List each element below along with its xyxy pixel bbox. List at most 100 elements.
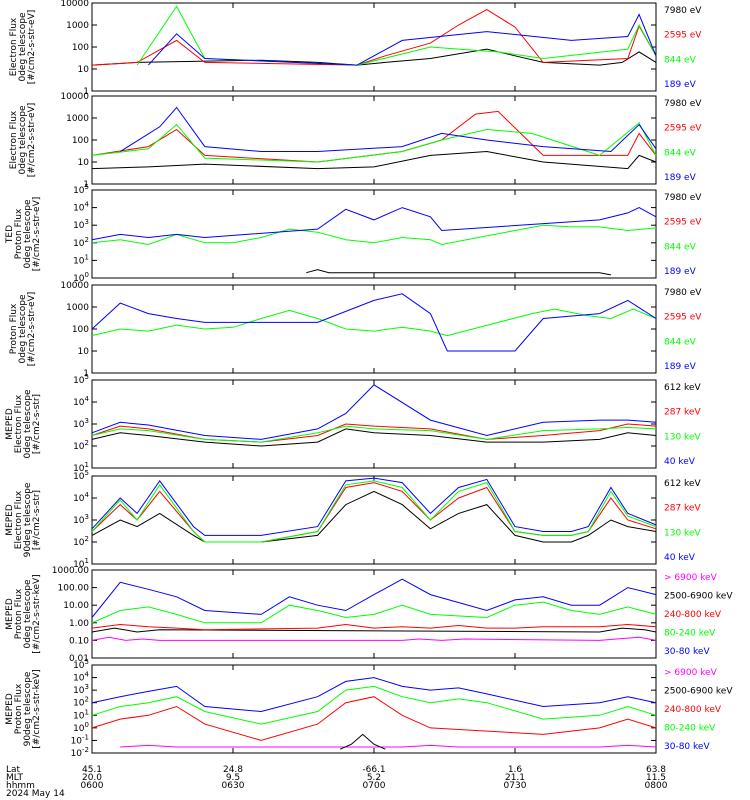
y-tick-label: 10 (78, 347, 90, 357)
panel-frame (91, 379, 657, 469)
series-line (136, 5, 657, 66)
y-tick-label: 104 (73, 395, 89, 408)
y-tick-label: 100 (72, 136, 89, 146)
panel-frame (91, 95, 657, 185)
y-tick-label: 102 (73, 439, 89, 452)
y-axis-label: 0deg telescope (23, 199, 33, 269)
y-tick-label: 102 (73, 236, 89, 249)
y-tick-label: 10000 (60, 281, 89, 291)
date-label: 2024 May 14 (6, 789, 65, 799)
series-line (91, 122, 657, 163)
footer-lat-value: 24.8 (223, 765, 243, 775)
y-tick-label: 1 (83, 369, 89, 379)
legend-entry: 2595 eV (664, 313, 702, 323)
legend-entry: > 6900 keV (664, 573, 718, 583)
footer-mlt-value: 11.5 (646, 773, 666, 783)
series-line (91, 425, 657, 443)
y-tick-label: 1000.00 (52, 566, 89, 576)
series-line (91, 601, 657, 624)
panel-frame (91, 475, 657, 565)
footer-hhmm-label: hhmm (6, 781, 35, 791)
y-tick-label: 103 (73, 218, 89, 231)
y-axis-label: 0deg telescope (18, 105, 28, 175)
series-line (91, 477, 657, 536)
panel-4: 1 10 100 1000 10000 Proton Flux 0deg telescope… (9, 281, 702, 379)
y-axis-label: Proton Flux (14, 208, 24, 259)
y-axis-label: MEPED (5, 693, 15, 725)
y-tick-label: 1000 (66, 114, 89, 124)
y-tick-label: 10 (78, 65, 90, 75)
legend-entry: 7980 eV (664, 6, 702, 16)
y-axis-label: [#/cm2-s-str-keV] (32, 574, 42, 653)
y-axis-label: MEPED (5, 408, 15, 440)
series-line (91, 490, 657, 543)
series-line (91, 207, 657, 241)
y-axis-label: Proton Flux (14, 588, 24, 639)
series-line (91, 428, 657, 447)
footer-hhmm-value: 0800 (645, 781, 668, 791)
y-axis-label: [#/cm2-s-str-eV] (27, 292, 37, 367)
footer-mlt-value: 21.1 (505, 773, 525, 783)
series-line (91, 384, 657, 440)
y-axis-label: 90deg telescope (23, 671, 33, 746)
y-axis-label: 0deg telescope (18, 294, 28, 364)
series-line (91, 110, 657, 163)
y-tick-label: 103 (73, 417, 89, 430)
y-tick-label: 10 (78, 158, 90, 168)
y-tick-label: 100.00 (58, 584, 90, 594)
panel-frame (91, 664, 657, 754)
legend-entry: 80-240 keV (664, 724, 716, 734)
y-axis-label: 0deg telescope (23, 579, 33, 649)
y-tick-label: 101 (73, 708, 89, 721)
series-line (91, 623, 657, 631)
y-tick-label: 105 (73, 183, 89, 196)
y-axis-label: MEPED (5, 504, 15, 536)
legend-entry: 7980 eV (664, 288, 702, 298)
y-tick-label: 10-1 (71, 733, 89, 746)
legend-entry: 612 keV (664, 479, 701, 489)
panel-1: 1 10 100 1000 10000 Electron Flux 0deg telesco… (9, 0, 702, 97)
legend-entry: 844 eV (664, 55, 697, 65)
footer-mlt-value: 5.2 (367, 773, 381, 783)
series-line (91, 480, 657, 543)
legend-entry: 7980 eV (664, 193, 702, 203)
y-tick-label: 1000 (66, 303, 89, 313)
y-axis-label: 0deg telescope (18, 12, 28, 82)
legend-entry: 30-80 keV (664, 742, 710, 752)
y-tick-label: 104 (73, 491, 89, 504)
legend-entry: 2595 eV (664, 31, 702, 41)
footer-hhmm-value: 0630 (222, 781, 245, 791)
y-tick-label: 100 (73, 721, 89, 734)
footer-lat-value: 1.6 (508, 765, 523, 775)
y-tick-label: 10-2 (71, 746, 89, 759)
legend-entry: 287 keV (664, 504, 701, 514)
y-axis-label: Electron Flux (9, 17, 19, 76)
y-axis-label: 0deg telescope (23, 389, 33, 459)
series-line (91, 627, 657, 633)
legend-entry: 240-800 keV (664, 610, 722, 620)
legend-entry: 844 eV (664, 148, 697, 158)
y-tick-label: 100 (72, 43, 89, 53)
legend-entry: 287 keV (664, 408, 701, 418)
series-line (91, 578, 657, 618)
footer-hhmm-value: 0700 (363, 781, 386, 791)
legend-entry: 189 eV (664, 80, 697, 90)
y-axis-label: TED (5, 225, 15, 244)
legend-entry: 2595 eV (664, 218, 702, 228)
y-tick-label: 101 (73, 253, 89, 266)
footer-lat-value: 45.1 (82, 765, 102, 775)
y-axis-label: [#/cm2-s-str-eV] (27, 103, 37, 178)
series-line (91, 9, 657, 66)
series-line (91, 685, 657, 725)
y-tick-label: 104 (73, 201, 89, 214)
legend-entry: 40 keV (664, 553, 696, 563)
y-tick-label: 103 (73, 513, 89, 526)
series-line (91, 293, 657, 352)
series-line (91, 224, 657, 246)
series-line (339, 733, 386, 750)
panel-7: 0.01 0.10 1.00 10.00 100.00 1000.00 MEPED Proto… (5, 566, 733, 664)
legend-entry: 2500-6900 keV (664, 592, 733, 602)
y-axis-label: Electron Flux (14, 394, 24, 453)
